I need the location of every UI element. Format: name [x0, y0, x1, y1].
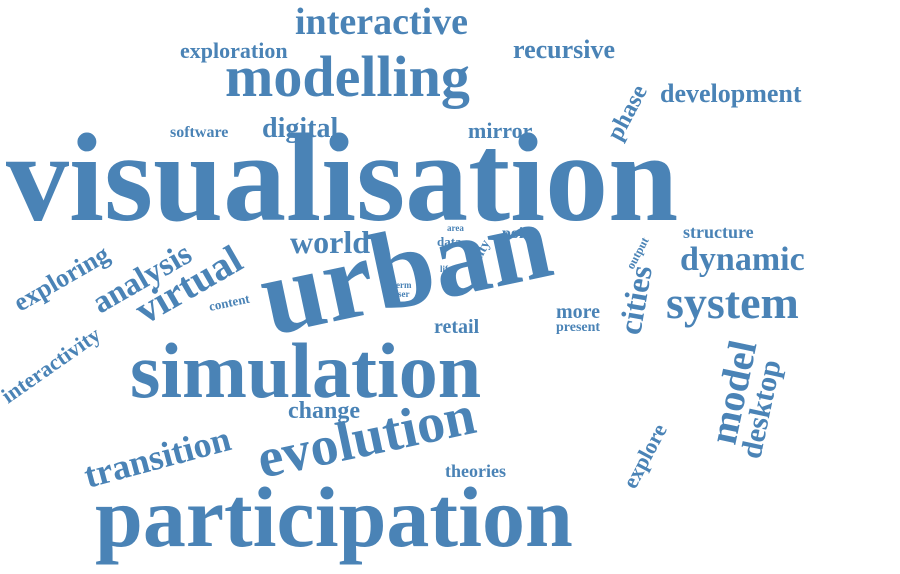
word-life: life — [440, 264, 452, 274]
word-retail: retail — [434, 316, 480, 338]
word-term: term — [393, 280, 412, 290]
word-theories: theories — [445, 461, 506, 481]
word-digital: digital — [262, 113, 338, 144]
word-point: point — [502, 225, 538, 242]
word-cities: cities — [611, 263, 658, 337]
word-dynamic: dynamic — [680, 241, 805, 278]
word-interactive: interactive — [295, 1, 468, 43]
word-structure: structure — [683, 222, 754, 242]
word-area: area — [447, 223, 464, 233]
word-world: world — [290, 224, 370, 260]
word-simulation: simulation — [130, 327, 481, 414]
word-data: data — [437, 234, 462, 249]
word-modelling: modelling — [225, 44, 470, 109]
word-exploration: exploration — [180, 38, 288, 63]
word-system: system — [666, 277, 799, 328]
word-visualisation: visualisation — [6, 109, 678, 248]
word-present: present — [556, 320, 600, 335]
word-user: user — [393, 289, 410, 299]
word-participation: participation — [95, 469, 573, 565]
word-development: development — [660, 79, 802, 108]
word-more: more — [556, 301, 600, 323]
word-recursive: recursive — [513, 35, 615, 64]
word-explore: explore — [617, 419, 672, 492]
word-change: change — [288, 398, 360, 424]
word-interactivity: interactivity — [0, 322, 105, 408]
word-mirror: mirror — [468, 118, 533, 143]
word-software: software — [170, 124, 228, 141]
